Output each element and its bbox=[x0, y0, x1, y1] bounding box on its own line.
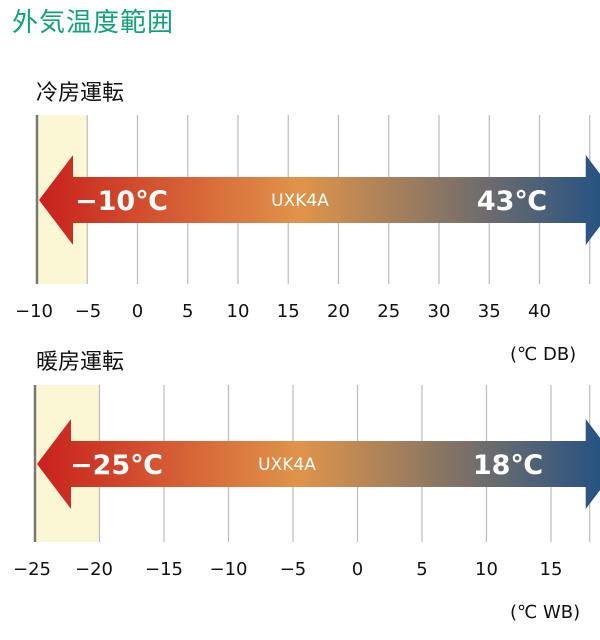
tick-label: −15 bbox=[145, 559, 183, 580]
tick-label: 10 bbox=[475, 559, 498, 580]
cooling-range-chart: −10℃ UXK4A 43℃ −10 −5 0 5 10 15 20 25 30 35 40 bbox=[15, 115, 600, 322]
tick-label: 35 bbox=[478, 301, 501, 322]
heating-chart-title: 暖房運転 bbox=[36, 350, 125, 375]
range-arrow bbox=[37, 419, 600, 509]
tick-label: 15 bbox=[277, 301, 300, 322]
range-max-label: 18℃ bbox=[473, 450, 543, 481]
cooling-chart-title: 冷房運転 bbox=[36, 81, 125, 106]
model-label: UXK4A bbox=[258, 455, 316, 475]
cooling-unit-label: (℃ DB) bbox=[510, 344, 577, 365]
tick-label: 0 bbox=[132, 301, 143, 322]
range-arrow bbox=[39, 155, 600, 245]
tick-label: 15 bbox=[540, 559, 563, 580]
range-max-label: 43℃ bbox=[477, 186, 547, 217]
range-min-label: −10℃ bbox=[75, 186, 168, 217]
tick-label: 25 bbox=[377, 301, 400, 322]
heating-unit-label: (℃ WB) bbox=[510, 602, 581, 623]
tick-label: −10 bbox=[15, 301, 53, 322]
tick-label: 30 bbox=[428, 301, 451, 322]
page-title: 外気温度範囲 bbox=[12, 8, 175, 38]
tick-label: −10 bbox=[210, 559, 248, 580]
tick-label: 5 bbox=[182, 301, 193, 322]
heating-range-chart: −25℃ UXK4A 18℃ −25 −20 −15 −10 −5 0 5 10 15 bbox=[13, 385, 600, 580]
tick-label: −20 bbox=[75, 559, 113, 580]
tick-label: −25 bbox=[13, 559, 51, 580]
tick-label: 40 bbox=[528, 301, 551, 322]
tick-label: −5 bbox=[280, 559, 307, 580]
tick-label: −5 bbox=[75, 301, 102, 322]
tick-label: 5 bbox=[416, 559, 427, 580]
range-min-label: −25℃ bbox=[70, 450, 163, 481]
model-label: UXK4A bbox=[271, 191, 329, 211]
tick-label: 10 bbox=[227, 301, 250, 322]
tick-label: 0 bbox=[352, 559, 363, 580]
tick-label: 20 bbox=[327, 301, 350, 322]
